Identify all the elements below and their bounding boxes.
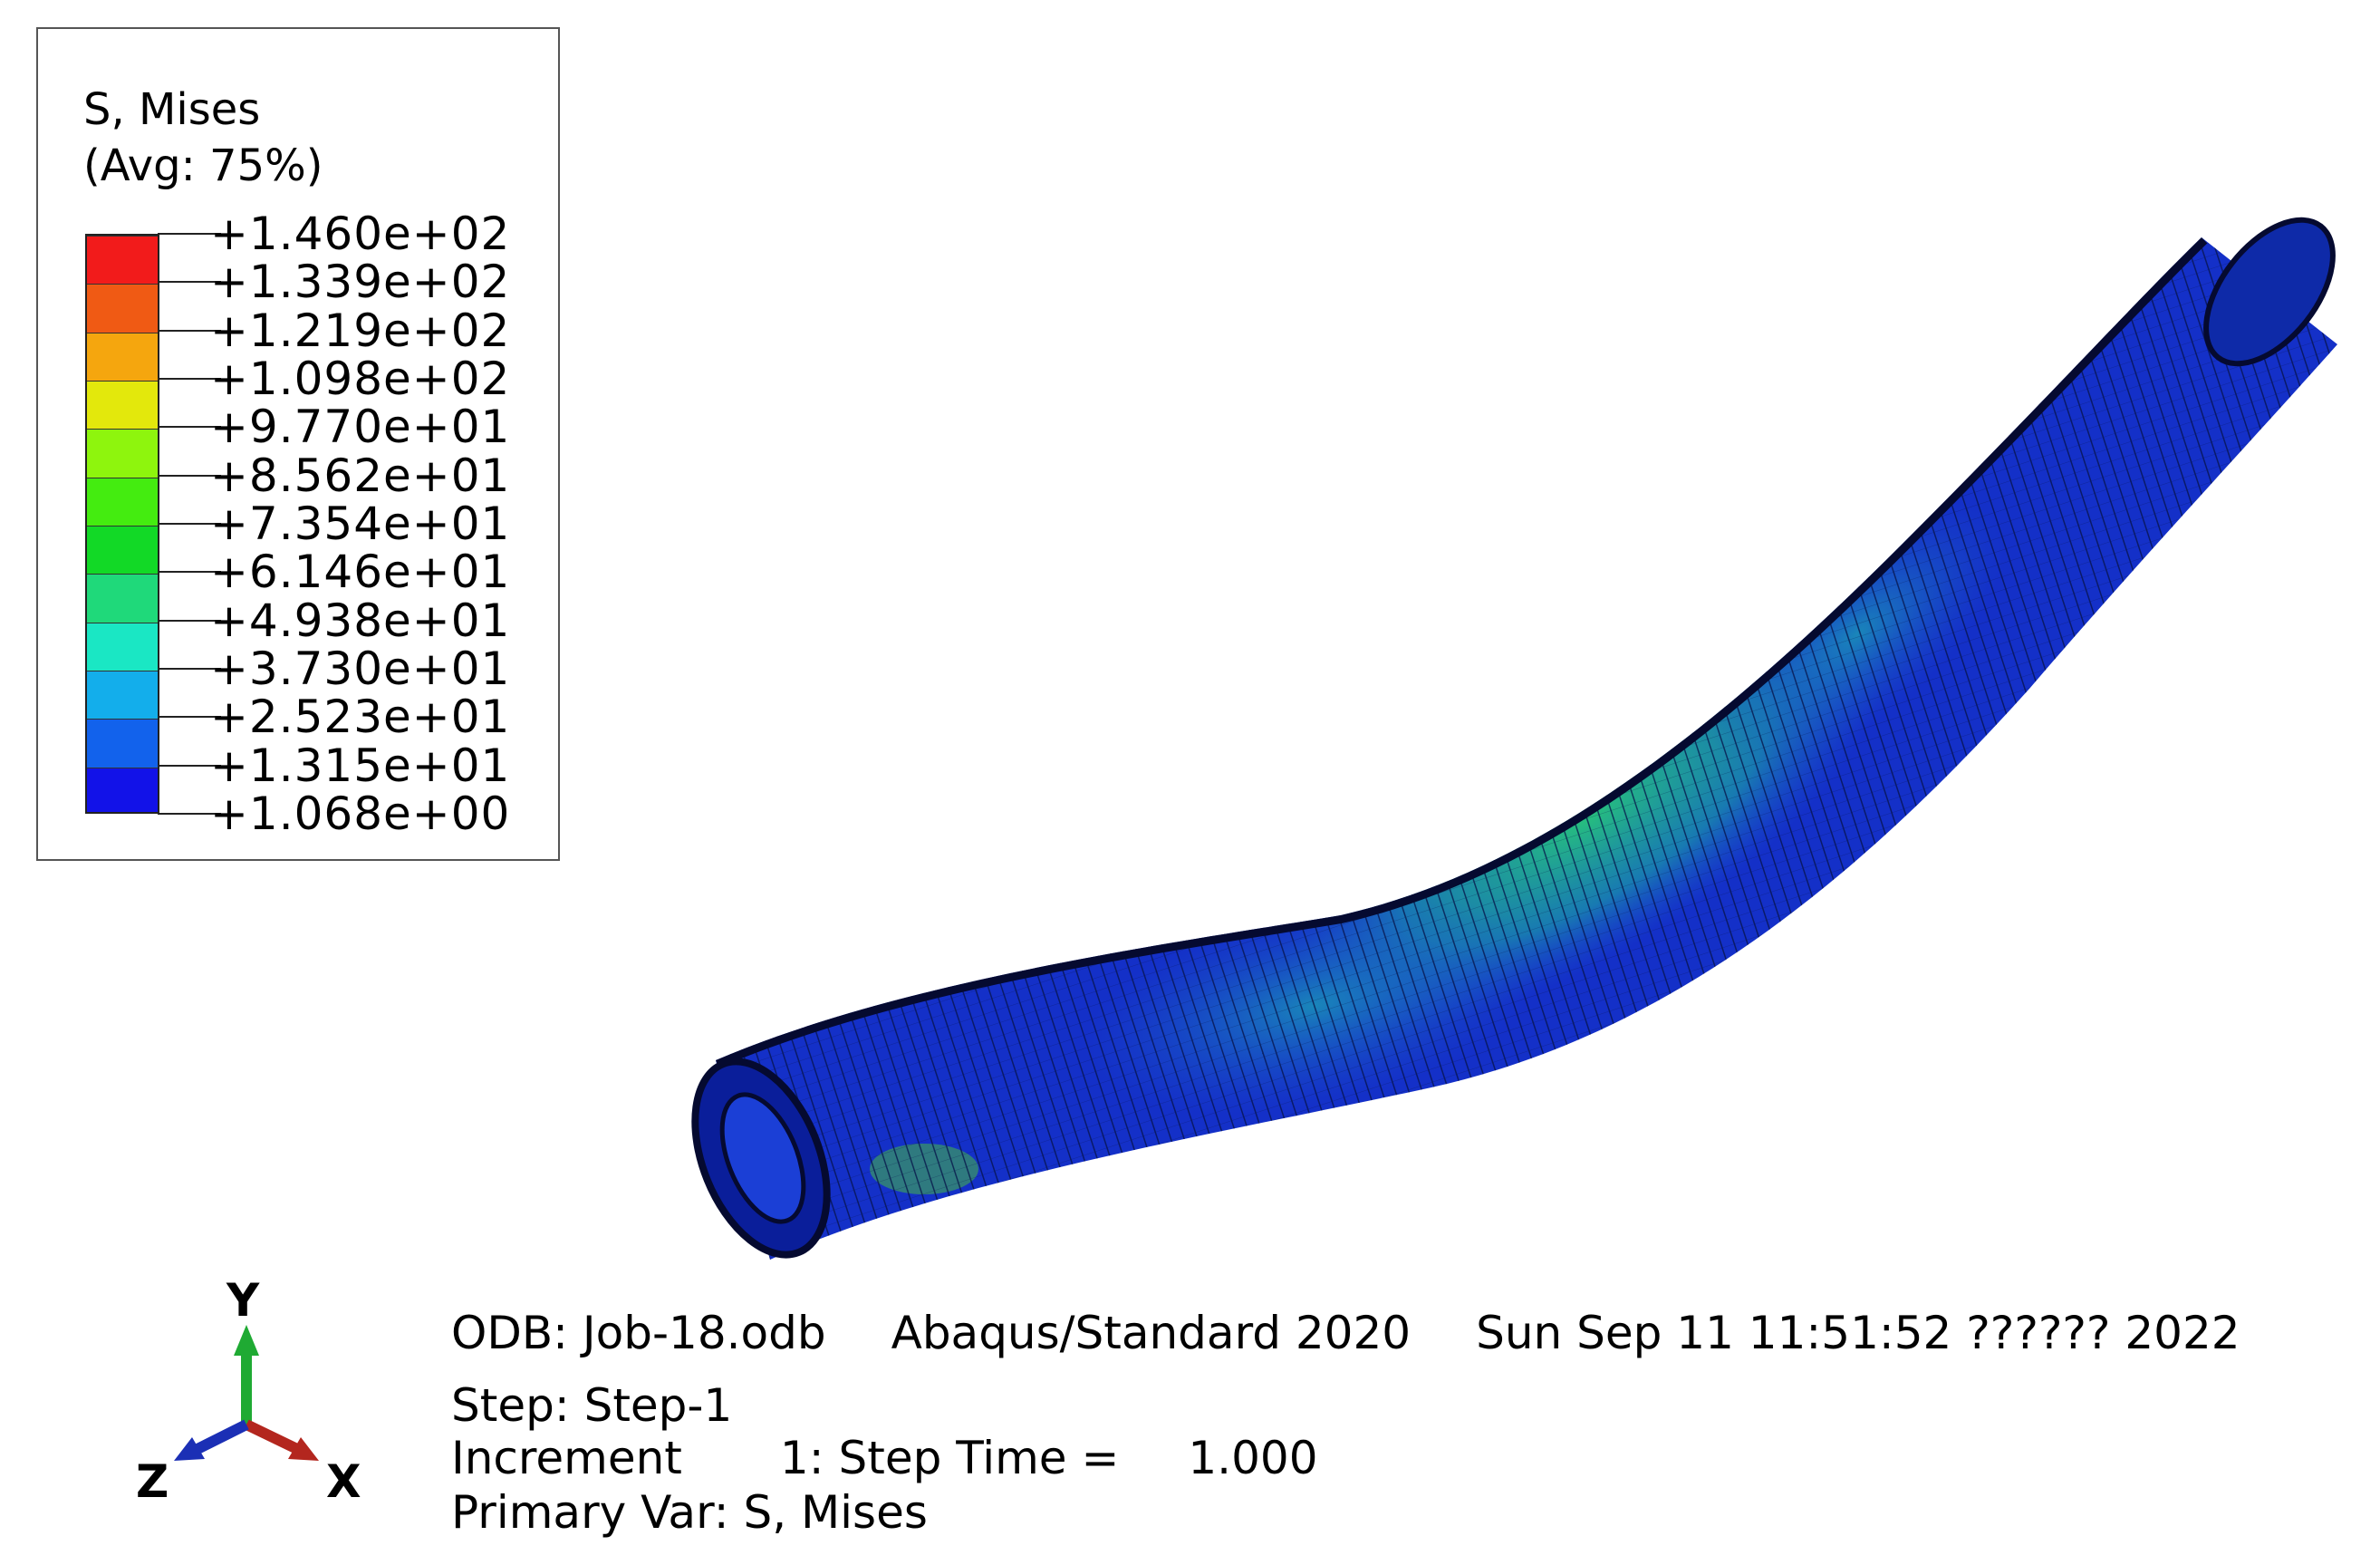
- info-step: Step: Step-1: [451, 1379, 733, 1432]
- legend-tick: [158, 378, 221, 380]
- legend-title: S, Mises: [83, 84, 261, 135]
- info-odb-line: ODB: Job-18.odb Abaqus/Standard 2020 Sun S…: [451, 1307, 2240, 1359]
- legend-value-label: +4.938e+01: [210, 594, 511, 647]
- legend-value-label: +1.460e+02: [210, 208, 511, 260]
- deformed-pipe: [691, 217, 2337, 1260]
- legend-tick: [158, 281, 221, 284]
- legend-swatch: [87, 236, 158, 285]
- legend-swatch: [87, 671, 158, 720]
- info-primary-var: Primary Var: S, Mises: [451, 1486, 928, 1539]
- legend-swatch: [87, 719, 158, 768]
- contour-legend: S, Mises (Avg: 75%) +1.460e+02 +1.339e+02…: [36, 27, 560, 861]
- run-date: Sun Sep 11 11:51:52 ?????? 2022: [1476, 1307, 2240, 1359]
- triad-axes-icon: [174, 1325, 319, 1461]
- increment-value: 1: Step Time =: [779, 1432, 1120, 1484]
- odb-name: ODB: Job-18.odb: [451, 1307, 826, 1359]
- legend-tick: [158, 233, 221, 235]
- legend-value-label: +6.146e+01: [210, 546, 511, 599]
- legend-tick: [158, 474, 221, 477]
- solver-version: Abaqus/Standard 2020: [891, 1307, 1412, 1359]
- legend-swatch: [87, 574, 158, 623]
- legend-value-label: +1.068e+00: [210, 787, 511, 840]
- legend-tick: [158, 329, 221, 332]
- legend-swatch: [87, 767, 158, 812]
- legend-value-label: +7.354e+01: [210, 498, 511, 550]
- legend-swatch: [87, 429, 158, 478]
- legend-swatch: [87, 622, 158, 671]
- triad-x-label: X: [326, 1455, 361, 1508]
- legend-tick: [158, 716, 221, 719]
- legend-tick: [158, 813, 221, 815]
- legend-value-label: +1.339e+02: [210, 256, 511, 309]
- legend-value-label: +2.523e+01: [210, 691, 511, 744]
- legend-tick: [158, 619, 221, 622]
- legend-tick: [158, 668, 221, 670]
- legend-swatch: [87, 477, 158, 526]
- legend-value-label: +1.098e+02: [210, 353, 511, 405]
- legend-tick: [158, 426, 221, 429]
- view-triad: Y X Z: [127, 1278, 381, 1513]
- legend-tick: [158, 764, 221, 767]
- legend-swatch: [87, 526, 158, 575]
- legend-swatch: [87, 284, 158, 333]
- triad-z-label: Z: [136, 1455, 169, 1508]
- legend-averaging: (Avg: 75%): [83, 140, 323, 191]
- info-increment-line: Increment 1: Step Time = 1.000: [451, 1432, 1318, 1484]
- legend-value-label: +1.219e+02: [210, 304, 511, 357]
- legend-value-label: +9.770e+01: [210, 401, 511, 454]
- legend-swatch: [87, 381, 158, 430]
- triad-y-label: Y: [226, 1274, 260, 1327]
- legend-value-label: +8.562e+01: [210, 449, 511, 502]
- legend-swatch: [87, 332, 158, 381]
- legend-colorbar: [85, 234, 159, 814]
- legend-value-label: +3.730e+01: [210, 642, 511, 695]
- legend-tick: [158, 571, 221, 574]
- legend-value-label: +1.315e+01: [210, 739, 511, 792]
- step-time: 1.000: [1188, 1432, 1318, 1484]
- legend-tick: [158, 523, 221, 525]
- increment-label: Increment: [451, 1432, 682, 1484]
